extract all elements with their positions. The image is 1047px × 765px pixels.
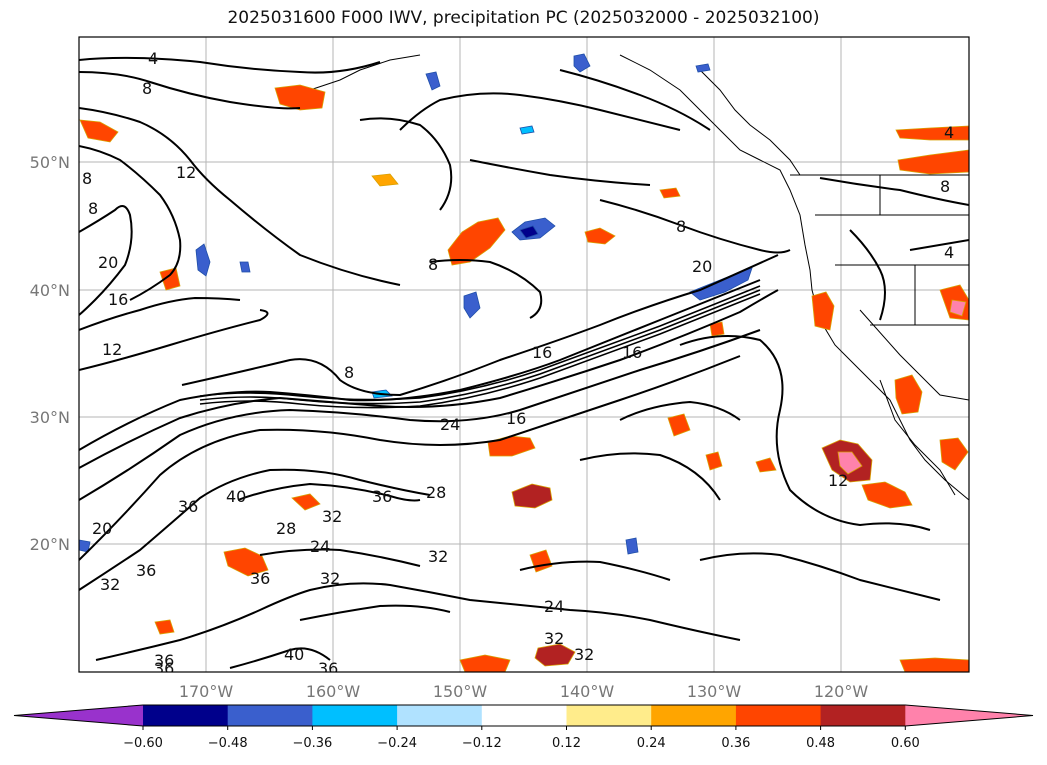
colorbar-segment <box>312 705 398 726</box>
colorbar-segment <box>566 705 652 726</box>
colorbar-segment <box>143 705 229 726</box>
contour-label: 20 <box>692 257 712 276</box>
contour-label: 8 <box>88 199 98 218</box>
precip-positive <box>79 84 969 672</box>
colorbar-extend-low <box>14 705 143 726</box>
contour-label: 8 <box>940 177 950 196</box>
latitude-labels: 50°N 40°N 30°N 20°N <box>30 153 70 554</box>
contour-label: 36 <box>250 569 270 588</box>
contour-label: 32 <box>574 645 594 664</box>
colorbar-tick-label: −0.48 <box>208 736 248 751</box>
lon-label: 130°W <box>687 682 742 701</box>
contour-label: 4 <box>148 49 158 68</box>
contour-label: 16 <box>506 409 526 428</box>
contour-label: 12 <box>176 163 196 182</box>
contour-label: 8 <box>142 79 152 98</box>
contour-label: 20 <box>98 253 118 272</box>
colorbar-tick-label: −0.24 <box>377 736 417 751</box>
colorbar-segment <box>481 705 567 726</box>
contour-label: 40 <box>226 487 246 506</box>
iwv-contours <box>79 56 969 669</box>
lon-label: 140°W <box>560 682 615 701</box>
lat-label: 20°N <box>30 535 70 554</box>
colorbar-tick-label: 0.60 <box>891 736 920 751</box>
contour-label: 24 <box>544 597 564 616</box>
lat-label: 30°N <box>30 408 70 427</box>
graticule <box>79 37 969 672</box>
contour-label: 8 <box>428 255 438 274</box>
contour-label: 32 <box>428 547 448 566</box>
colorbar-tick-label: 0.48 <box>806 736 835 751</box>
colorbar-tick-label: −0.60 <box>123 736 163 751</box>
contour-label: 12 <box>828 471 848 490</box>
contour-label: 36 <box>136 561 156 580</box>
contour-label: 4 <box>944 123 954 142</box>
colorbar-segment <box>397 705 483 726</box>
contour-label: 32 <box>322 507 342 526</box>
colorbar-tick-label: 0.12 <box>552 736 581 751</box>
contour-label: 8 <box>676 217 686 236</box>
contour-label: 28 <box>426 483 446 502</box>
lon-label: 150°W <box>433 682 488 701</box>
contour-label: 24 <box>440 415 460 434</box>
contour-label: 32 <box>320 569 340 588</box>
contour-label: 36 <box>372 487 392 506</box>
lon-label: 170°W <box>179 682 234 701</box>
colorbar <box>13 704 1034 727</box>
longitude-labels: 170°W 160°W 150°W 140°W 130°W 120°W <box>179 682 869 701</box>
colorbar-segment <box>735 705 822 726</box>
contour-label: 36 <box>154 651 174 670</box>
contour-label: 8 <box>344 363 354 382</box>
map-title: 2025031600 F000 IWV, precipitation PC (2… <box>227 8 820 28</box>
contour-label: 16 <box>532 343 552 362</box>
colorbar-ticks: −0.60 −0.48 −0.36 −0.24 −0.12 0.12 0.24 0.36 0.4… <box>123 726 920 751</box>
map-frame <box>78 36 970 673</box>
colorbar-tick-label: −0.36 <box>292 736 332 751</box>
precip-negative <box>79 53 753 555</box>
contour-label: 32 <box>100 575 120 594</box>
colorbar-extend-high <box>905 705 1033 726</box>
contour-label: 16 <box>108 290 128 309</box>
contour-label: 36 <box>178 497 198 516</box>
lat-label: 50°N <box>30 153 70 172</box>
colorbar-tick-label: −0.12 <box>462 736 502 751</box>
lon-label: 160°W <box>306 682 361 701</box>
contour-label: 8 <box>82 169 92 188</box>
contour-label: 16 <box>622 343 642 362</box>
colorbar-segment <box>820 705 906 726</box>
contour-label: 20 <box>92 519 112 538</box>
colorbar-segment <box>227 705 313 726</box>
lon-label: 120°W <box>814 682 869 701</box>
contour-label: 40 <box>284 645 304 664</box>
iwv-gradient-band <box>199 285 761 409</box>
coastlines <box>279 54 969 501</box>
contour-label: 24 <box>310 537 330 556</box>
lat-label: 40°N <box>30 281 70 300</box>
contour-label: 32 <box>544 629 564 648</box>
contour-labels: 4 8 8 12 8 20 16 12 8 8 8 20 16 16 16 24… <box>82 49 954 678</box>
colorbar-tick-label: 0.36 <box>721 736 750 751</box>
contour-label: 28 <box>276 519 296 538</box>
colorbar-segment <box>651 705 737 726</box>
contour-label: 36 <box>318 659 338 678</box>
contour-label: 4 <box>944 243 954 262</box>
contour-label: 12 <box>102 340 122 359</box>
colorbar-tick-label: 0.24 <box>637 736 666 751</box>
contour-label: 36 <box>154 659 174 678</box>
